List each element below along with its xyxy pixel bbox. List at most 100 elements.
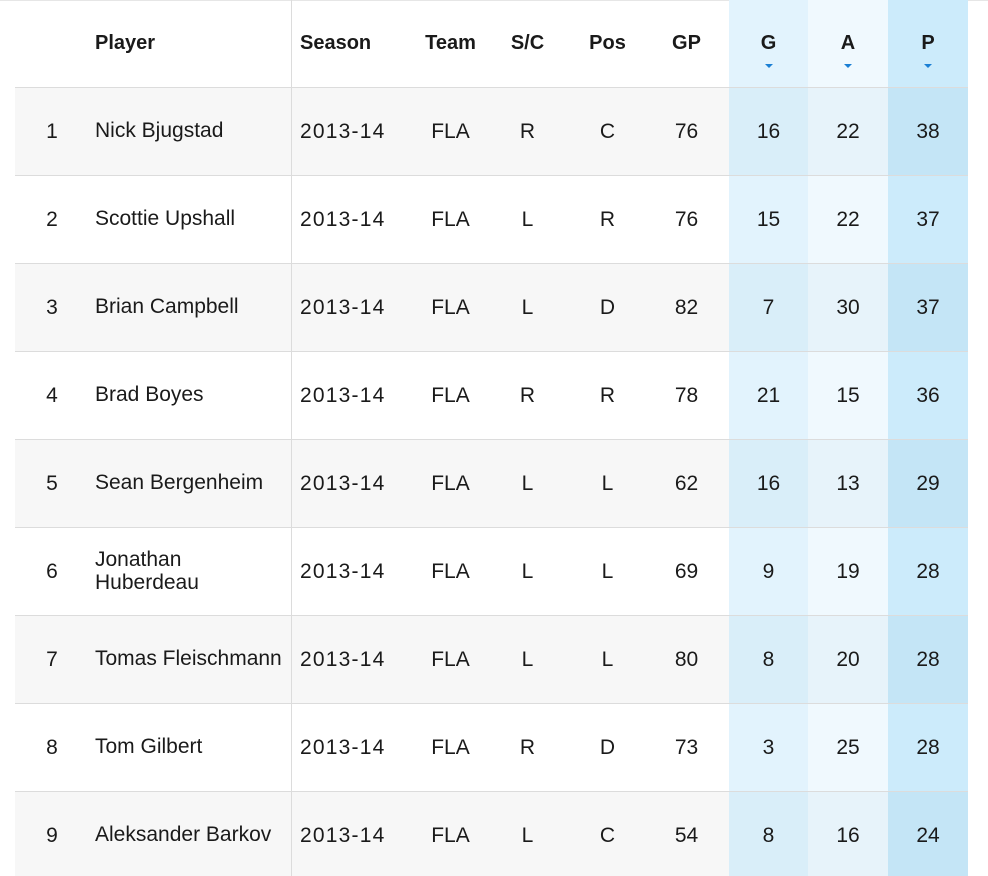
- goals-cell: 16: [729, 440, 808, 528]
- points-cell: 38: [888, 88, 968, 176]
- goals-cell: 15: [729, 176, 808, 264]
- position-cell: L: [571, 440, 644, 528]
- assists-cell: 22: [808, 88, 888, 176]
- assists-cell: 13: [808, 440, 888, 528]
- points-cell: 37: [888, 176, 968, 264]
- games-played-cell: 62: [644, 440, 729, 528]
- team-cell[interactable]: FLA: [417, 176, 484, 264]
- points-cell: 36: [888, 352, 968, 440]
- games-played-cell: 80: [644, 616, 729, 704]
- header-position[interactable]: Pos: [571, 0, 644, 88]
- team-cell[interactable]: FLA: [417, 440, 484, 528]
- header-goals[interactable]: G: [729, 0, 808, 88]
- position-cell: C: [571, 792, 644, 876]
- season-cell: 2013-14: [292, 176, 417, 264]
- team-cell[interactable]: FLA: [417, 264, 484, 352]
- games-played-cell: 82: [644, 264, 729, 352]
- games-played-cell: 78: [644, 352, 729, 440]
- team-cell[interactable]: FLA: [417, 616, 484, 704]
- rank-cell: 6: [15, 528, 89, 616]
- rank-cell: 3: [15, 264, 89, 352]
- position-cell: L: [571, 616, 644, 704]
- goals-cell: 7: [729, 264, 808, 352]
- header-team[interactable]: Team: [417, 0, 484, 88]
- assists-cell: 15: [808, 352, 888, 440]
- games-played-cell: 76: [644, 176, 729, 264]
- assists-cell: 22: [808, 176, 888, 264]
- header-assists[interactable]: A: [808, 0, 888, 88]
- shoots-catches-cell: L: [484, 792, 571, 876]
- games-played-cell: 76: [644, 88, 729, 176]
- goals-cell: 8: [729, 792, 808, 876]
- header-points[interactable]: P: [888, 0, 968, 88]
- player-name-cell[interactable]: Sean Bergenheim: [89, 440, 292, 528]
- player-name-cell[interactable]: Brian Campbell: [89, 264, 292, 352]
- assists-cell: 16: [808, 792, 888, 876]
- games-played-cell: 69: [644, 528, 729, 616]
- assists-cell: 20: [808, 616, 888, 704]
- header-games-played[interactable]: GP: [644, 0, 729, 88]
- season-cell: 2013-14: [292, 264, 417, 352]
- sort-desc-caret-icon: [924, 64, 932, 68]
- team-cell[interactable]: FLA: [417, 704, 484, 792]
- rank-cell: 2: [15, 176, 89, 264]
- player-stats-table: Player Season Team S/C Pos GP G A P 1 Nic…: [15, 0, 988, 876]
- player-name-cell[interactable]: Tom Gilbert: [89, 704, 292, 792]
- points-cell: 29: [888, 440, 968, 528]
- player-name-cell[interactable]: Aleksander Barkov: [89, 792, 292, 876]
- shoots-catches-cell: R: [484, 88, 571, 176]
- team-cell[interactable]: FLA: [417, 352, 484, 440]
- rank-cell: 5: [15, 440, 89, 528]
- position-cell: R: [571, 352, 644, 440]
- goals-cell: 21: [729, 352, 808, 440]
- team-cell[interactable]: FLA: [417, 88, 484, 176]
- position-cell: C: [571, 88, 644, 176]
- shoots-catches-cell: L: [484, 528, 571, 616]
- shoots-catches-cell: R: [484, 352, 571, 440]
- header-assists-label: A: [840, 32, 856, 54]
- header-shoots-catches[interactable]: S/C: [484, 0, 571, 88]
- season-cell: 2013-14: [292, 792, 417, 876]
- player-name-cell[interactable]: Scottie Upshall: [89, 176, 292, 264]
- shoots-catches-cell: R: [484, 704, 571, 792]
- shoots-catches-cell: L: [484, 264, 571, 352]
- season-cell: 2013-14: [292, 440, 417, 528]
- table-top-border: [0, 0, 988, 1]
- shoots-catches-cell: L: [484, 440, 571, 528]
- sort-desc-caret-icon: [844, 64, 852, 68]
- points-cell: 28: [888, 616, 968, 704]
- points-cell: 37: [888, 264, 968, 352]
- header-points-label: P: [921, 32, 935, 54]
- shoots-catches-cell: L: [484, 176, 571, 264]
- position-cell: L: [571, 528, 644, 616]
- rank-cell: 7: [15, 616, 89, 704]
- rank-cell: 4: [15, 352, 89, 440]
- season-cell: 2013-14: [292, 352, 417, 440]
- points-cell: 28: [888, 528, 968, 616]
- position-cell: R: [571, 176, 644, 264]
- assists-cell: 30: [808, 264, 888, 352]
- assists-cell: 25: [808, 704, 888, 792]
- goals-cell: 8: [729, 616, 808, 704]
- goals-cell: 3: [729, 704, 808, 792]
- position-cell: D: [571, 704, 644, 792]
- player-name-cell[interactable]: Jonathan Huberdeau: [89, 528, 292, 616]
- rank-cell: 9: [15, 792, 89, 876]
- season-cell: 2013-14: [292, 528, 417, 616]
- season-cell: 2013-14: [292, 704, 417, 792]
- games-played-cell: 54: [644, 792, 729, 876]
- team-cell[interactable]: FLA: [417, 528, 484, 616]
- rank-cell: 1: [15, 88, 89, 176]
- header-goals-label: G: [760, 32, 777, 54]
- header-season[interactable]: Season: [292, 0, 417, 88]
- player-name-cell[interactable]: Nick Bjugstad: [89, 88, 292, 176]
- player-name-cell[interactable]: Tomas Fleischmann: [89, 616, 292, 704]
- shoots-catches-cell: L: [484, 616, 571, 704]
- team-cell[interactable]: FLA: [417, 792, 484, 876]
- goals-cell: 9: [729, 528, 808, 616]
- player-name-cell[interactable]: Brad Boyes: [89, 352, 292, 440]
- header-player[interactable]: Player: [89, 0, 292, 88]
- season-cell: 2013-14: [292, 88, 417, 176]
- position-cell: D: [571, 264, 644, 352]
